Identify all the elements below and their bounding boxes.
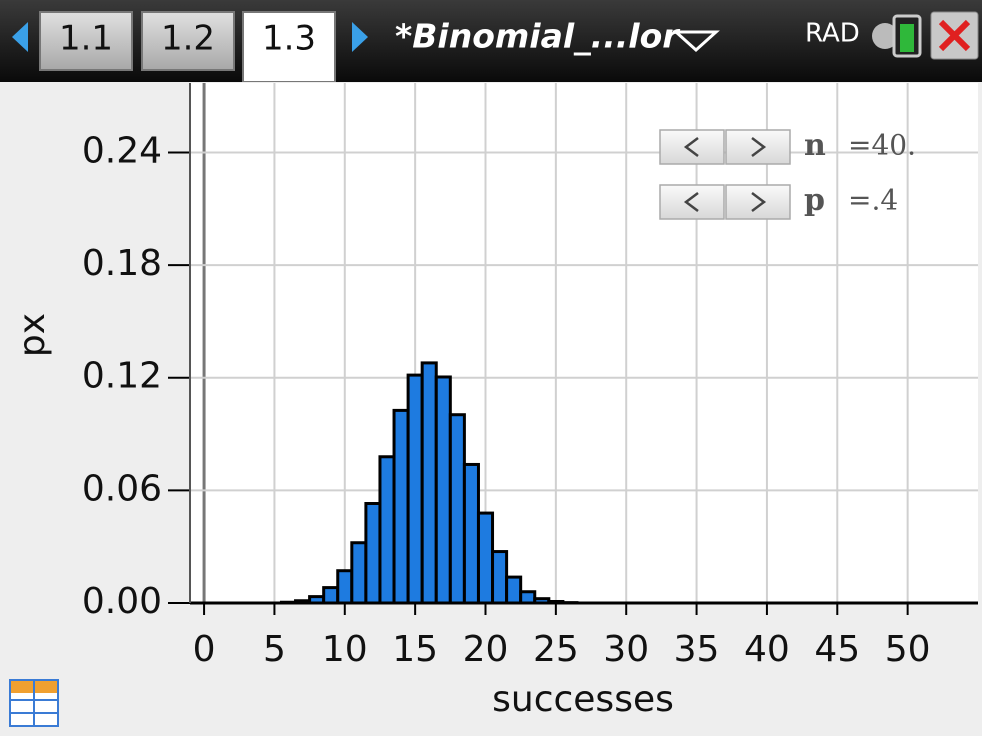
x-tick-label: 25 xyxy=(533,629,579,670)
slider-arrow xyxy=(751,137,767,157)
y-tick-label: 0.12 xyxy=(82,356,162,397)
tab-label: 1.2 xyxy=(161,19,215,59)
slider-increment[interactable] xyxy=(725,184,791,220)
bar xyxy=(462,462,480,605)
y-axis-label: px xyxy=(12,313,53,357)
bar xyxy=(406,373,424,605)
slider-name: p xyxy=(804,183,825,218)
dropdown[interactable] xyxy=(672,30,720,53)
y-tick-label: 0.18 xyxy=(82,243,162,284)
x-tick-label: 40 xyxy=(744,629,790,670)
slider-decrement[interactable] xyxy=(659,129,725,165)
bar xyxy=(420,361,438,605)
y-tick-label: 0.06 xyxy=(82,468,162,509)
tab[interactable] xyxy=(39,11,133,71)
bar xyxy=(519,590,537,605)
x-tick-label: 5 xyxy=(263,629,286,670)
battery-level xyxy=(900,24,914,52)
tab[interactable] xyxy=(141,11,235,71)
x-tick-label: 30 xyxy=(603,629,649,670)
tab-label: 1.1 xyxy=(59,19,113,59)
bar xyxy=(350,541,368,605)
close-icon xyxy=(938,19,971,52)
tab-right-arrow[interactable] xyxy=(352,22,368,52)
table-icon-lines xyxy=(11,681,57,726)
bar xyxy=(364,502,382,605)
slider-arrow xyxy=(683,192,699,212)
bar xyxy=(322,586,340,605)
slider-value: =.4 xyxy=(848,184,898,217)
x-tick-label: 0 xyxy=(193,629,216,670)
slider-arrow xyxy=(683,137,699,157)
y-tick-label: 0.00 xyxy=(82,581,162,622)
bar xyxy=(392,408,410,605)
tab[interactable] xyxy=(242,11,336,83)
bar xyxy=(434,375,452,605)
tab-left-arrow[interactable] xyxy=(12,22,28,52)
document-title[interactable]: *Binomial_...lor xyxy=(395,17,680,56)
x-tick-label: 10 xyxy=(322,629,368,670)
settings-icon[interactable] xyxy=(872,23,898,49)
angle-mode: RAD xyxy=(805,19,860,49)
x-tick-label: 15 xyxy=(392,629,438,670)
bar xyxy=(378,455,396,605)
x-axis-label: successes xyxy=(492,679,674,720)
table-icon[interactable] xyxy=(9,679,59,727)
slider-arrow xyxy=(751,192,767,212)
x-tick-label: 50 xyxy=(885,629,931,670)
bar xyxy=(336,569,354,605)
slider-increment[interactable] xyxy=(725,129,791,165)
plot-area xyxy=(190,83,978,603)
x-tick-label: 20 xyxy=(463,629,509,670)
y-tick-label: 0.24 xyxy=(82,130,162,171)
tab-label: 1.3 xyxy=(262,19,316,59)
slider-value: =40. xyxy=(848,129,916,162)
slider-decrement[interactable] xyxy=(659,184,725,220)
bar xyxy=(491,550,509,605)
bar xyxy=(448,413,466,605)
bar xyxy=(476,511,495,605)
x-tick-label: 45 xyxy=(814,629,860,670)
bar xyxy=(505,575,523,605)
x-tick-label: 35 xyxy=(674,629,720,670)
slider-name: n xyxy=(804,128,826,163)
